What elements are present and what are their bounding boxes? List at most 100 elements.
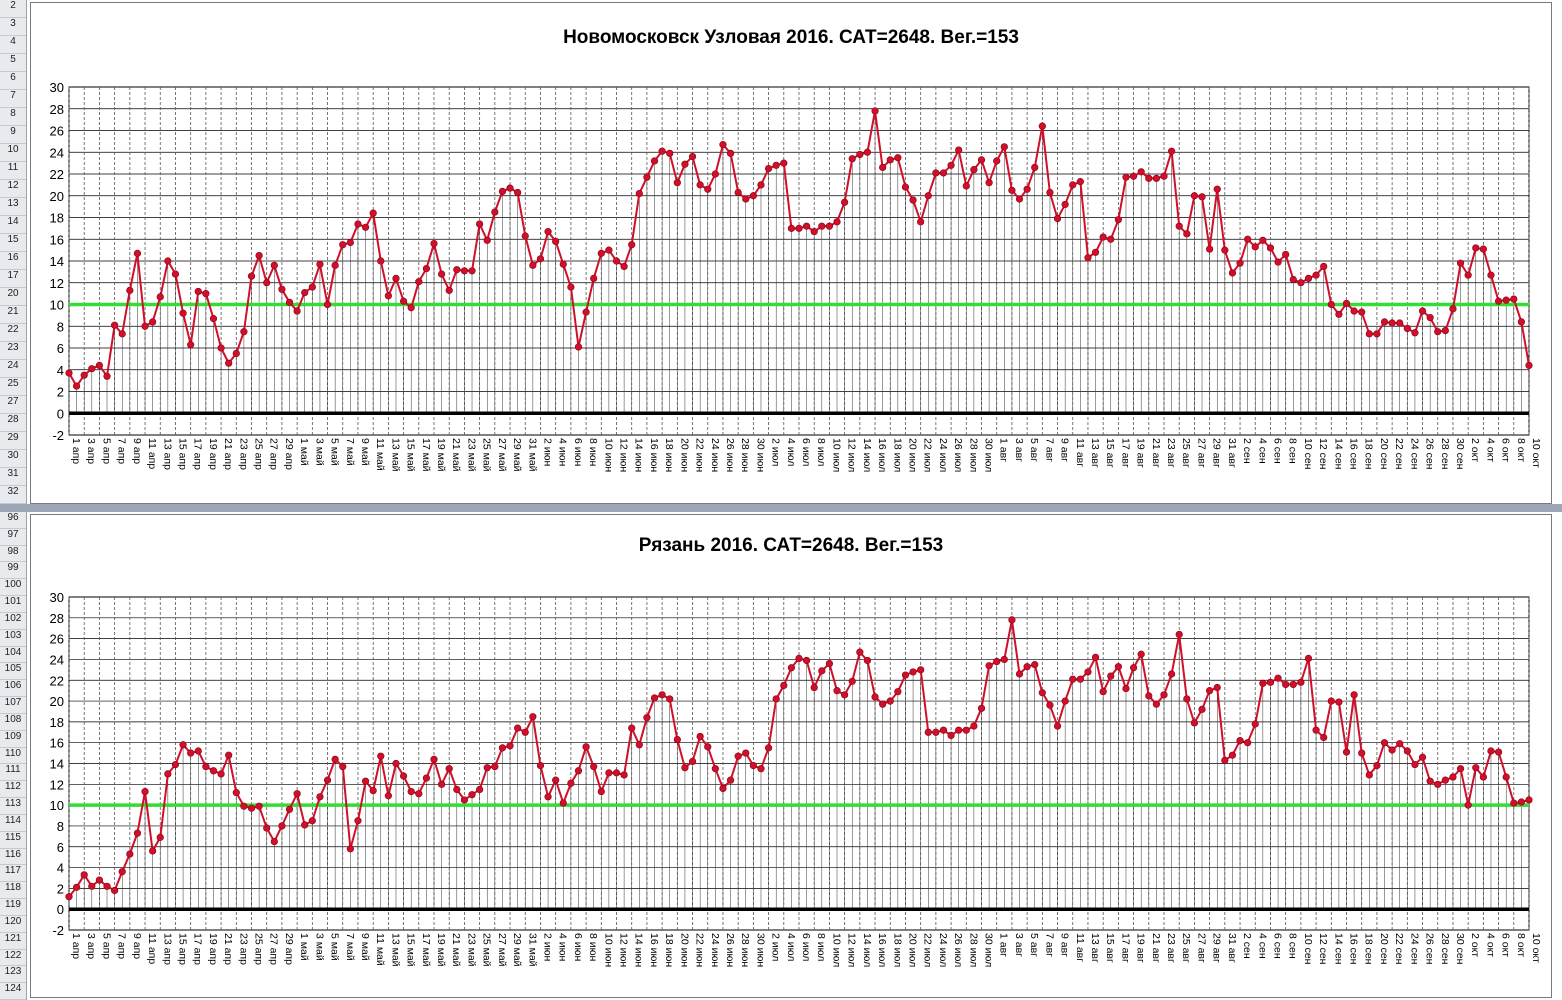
x-tick-label: 17 авг [1119,933,1131,963]
row-header-cell[interactable]: 96 [0,512,26,529]
data-point [301,821,309,829]
row-header-cell[interactable]: 116 [0,849,26,866]
data-point [1183,695,1191,703]
x-tick-label: 23 апр [237,933,249,965]
row-header-cell[interactable]: 30 [0,450,26,468]
data-point [1099,233,1107,241]
row-header-cell[interactable]: 10 [0,144,26,162]
y-tick-label: 10 [50,298,64,313]
row-header-cell[interactable]: 113 [0,798,26,815]
x-tick-label: 14 июн [633,933,645,967]
row-header-cell[interactable]: 32 [0,486,26,504]
row-header-cell[interactable]: 97 [0,529,26,546]
chart-ryazan[interactable]: Рязань 2016. САТ=2648. Вег.=153 30 28 26 24… [30,514,1552,998]
row-header-cell[interactable]: 122 [0,950,26,967]
x-tick-label: 2 сен [1241,438,1253,464]
row-header-cell[interactable]: 11 [0,162,26,180]
x-tick-label: 4 июл [785,933,797,961]
data-point [1152,700,1160,708]
row-header-cell[interactable]: 15 [0,234,26,252]
row-header-cell[interactable]: 98 [0,546,26,563]
row-header-cell[interactable]: 8 [0,108,26,126]
row-header-cell[interactable]: 17 [0,270,26,288]
y-tick-label: -2 [52,428,64,443]
row-header-cell[interactable]: 23 [0,342,26,360]
data-point [924,192,932,200]
row-header-cell[interactable]: 9 [0,126,26,144]
row-header-cell[interactable]: 22 [0,324,26,342]
row-header-cell[interactable]: 100 [0,579,26,597]
row-header-cell[interactable]: 111 [0,764,26,782]
x-tick-label: 9 апр [131,438,143,464]
x-tick-label: 13 апр [161,438,173,470]
data-point [1206,245,1214,253]
row-header-cell[interactable]: 24 [0,360,26,378]
data-point [1312,726,1320,734]
row-header-cell[interactable]: 21 [0,306,26,324]
row-header-cell[interactable]: 123 [0,966,26,984]
row-header-cell[interactable]: 6 [0,72,26,90]
row-header-cell[interactable]: 4 [0,36,26,54]
row-header-cell[interactable]: 124 [0,983,26,1000]
row-header-cell[interactable]: 14 [0,216,26,234]
data-point [1441,327,1449,335]
row-header-cell[interactable]: 7 [0,90,26,108]
row-header-cell[interactable]: 27 [0,396,26,414]
row-header-cell[interactable]: 110 [0,748,26,765]
data-point [65,369,73,377]
row-header-cell[interactable]: 99 [0,562,26,580]
row-header-cell[interactable]: 112 [0,781,26,799]
row-header-cell[interactable]: 31 [0,468,26,486]
x-tick-label: 19 авг [1135,438,1147,468]
data-point [460,267,469,275]
row-header-cell[interactable]: 2 [0,0,26,18]
data-point [977,704,986,712]
row-header-cell[interactable]: 103 [0,630,26,647]
x-tick-label: 20 июн [678,933,690,967]
row-header-cell[interactable]: 120 [0,916,26,933]
row-header-cell[interactable]: 104 [0,647,26,664]
row-header-cell[interactable]: 114 [0,815,26,832]
x-tick-label: 8 июн [587,933,599,961]
data-point [1388,319,1396,327]
row-header-cell[interactable]: 101 [0,596,26,613]
pane-split-bar[interactable] [0,504,1562,512]
row-header-cell[interactable]: 121 [0,933,26,950]
row-header-cell[interactable]: 108 [0,714,26,731]
row-header-cell[interactable]: 107 [0,697,26,714]
row-header-cell[interactable]: 20 [0,288,26,306]
row-header-cell[interactable]: 106 [0,680,26,698]
row-header-cell[interactable]: 118 [0,882,26,900]
row-header-cell[interactable]: 109 [0,731,26,748]
row-header-cell[interactable]: 12 [0,180,26,198]
data-point [247,272,256,280]
x-tick-label: 26 июн [724,438,736,472]
row-header-cell[interactable]: 117 [0,865,26,883]
row-header-cell[interactable]: 105 [0,663,26,681]
data-point [863,656,872,665]
row-header-cell[interactable]: 13 [0,198,26,216]
row-header-cell[interactable]: 28 [0,414,26,432]
y-tick-label: 14 [50,757,64,772]
data-point [1190,719,1199,727]
data-point [1031,163,1039,172]
row-header-cell[interactable]: 119 [0,899,26,916]
data-point [1221,246,1229,254]
row-header-cell[interactable]: 3 [0,18,26,36]
x-tick-label: 6 сен [1271,933,1283,959]
row-header-cell[interactable]: 5 [0,54,26,72]
x-tick-label: 5 апр [100,933,112,959]
row-header-cell[interactable]: 25 [0,378,26,396]
row-header-cell[interactable]: 115 [0,832,26,849]
data-point [217,344,225,352]
row-header-cell[interactable]: 102 [0,613,26,630]
chart-novomoskovsk[interactable]: Новомосковск Узловая 2016. САТ=2648. Вег… [30,2,1552,504]
row-header-cell[interactable]: 16 [0,252,26,270]
row-header-cell[interactable]: 29 [0,432,26,450]
x-tick-label: 26 сен [1424,438,1436,470]
x-tick-label: 2 июн [541,933,553,961]
data-point [1380,739,1389,747]
x-tick-label: 4 июн [557,438,569,466]
data-point [445,286,453,294]
